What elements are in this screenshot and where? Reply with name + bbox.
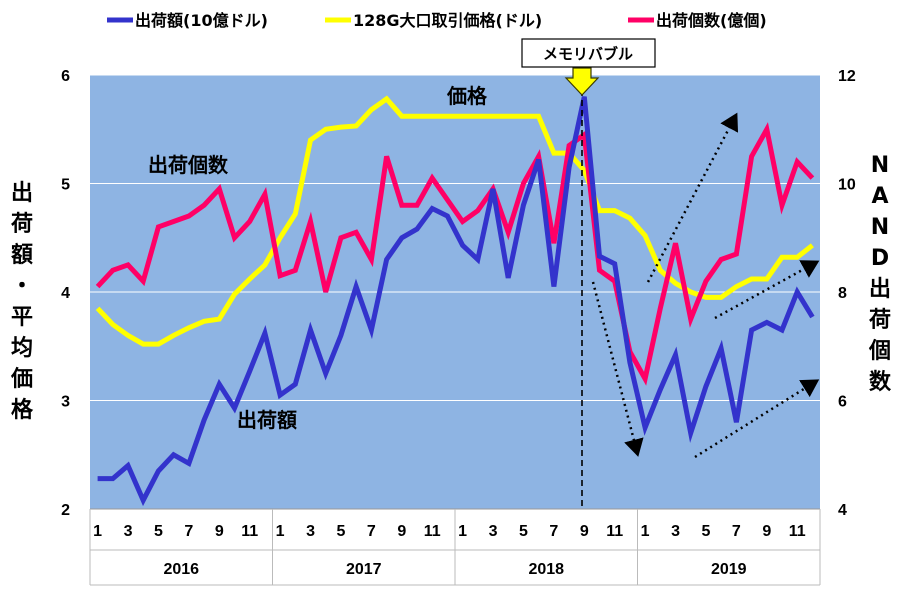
left-axis-label-char: 価 <box>10 367 33 392</box>
year-label: 2019 <box>711 561 747 578</box>
month-tick-label: 7 <box>184 523 193 540</box>
right-axis-label-char: N <box>871 215 889 240</box>
right-axis-label-char: 数 <box>869 369 892 395</box>
left-tick-label: 4 <box>61 285 70 302</box>
month-tick-label: 3 <box>489 523 498 540</box>
bubble-arrow-icon <box>564 67 600 96</box>
month-tick-label: 1 <box>276 523 285 540</box>
right-tick-label: 4 <box>838 502 847 519</box>
month-tick-label: 1 <box>93 523 102 540</box>
month-tick-label: 7 <box>367 523 376 540</box>
trend-arrow-units <box>646 112 739 283</box>
month-tick-label: 5 <box>336 523 345 540</box>
month-tick-label: 1 <box>641 523 650 540</box>
right-axis-label-char: 荷 <box>869 308 891 333</box>
left-axis-label-char: 均 <box>11 335 33 361</box>
year-label: 2016 <box>163 561 199 578</box>
left-axis-label-char: 荷 <box>11 212 33 237</box>
month-tick-label: 11 <box>241 523 258 540</box>
legend-label-shipments: 出荷額(10億ドル) <box>135 11 268 30</box>
month-tick-label: 9 <box>580 523 589 540</box>
month-tick-label: 3 <box>124 523 133 540</box>
month-tick-label: 1 <box>458 523 467 540</box>
series-layer <box>95 95 815 507</box>
right-tick-label: 12 <box>838 68 856 85</box>
left-tick-label: 5 <box>61 177 70 194</box>
units-annotation: 出荷個数 <box>148 153 229 177</box>
right-axis-label-char: N <box>871 153 889 178</box>
left-axis-label-char: 格 <box>11 397 34 423</box>
left-tick-label: 3 <box>61 394 70 411</box>
month-tick-label: 3 <box>306 523 315 540</box>
shipments-annotation: 出荷額 <box>237 408 297 432</box>
right-tick-label: 8 <box>838 285 847 302</box>
right-axis-label-char: 個 <box>868 339 891 364</box>
trend-arrow-price <box>714 260 820 320</box>
month-tick-label: 9 <box>762 523 771 540</box>
month-tick-label: 7 <box>549 523 558 540</box>
legend-label-price: 128G大口取引価格(ドル) <box>353 11 542 30</box>
series-line-shipments <box>97 96 815 507</box>
year-label: 2018 <box>528 561 564 578</box>
month-tick-label: 3 <box>671 523 680 540</box>
left-axis-label-char: 額 <box>11 242 33 268</box>
series-line-units <box>95 122 815 386</box>
left-tick-label: 2 <box>61 502 70 519</box>
right-tick-label: 6 <box>838 394 847 411</box>
left-axis-label-char: ・ <box>11 274 33 299</box>
year-label: 2017 <box>346 561 382 578</box>
left-axis-label-char: 平 <box>11 305 33 330</box>
right-axis-label-char: 出 <box>869 277 891 302</box>
legend: 出荷額(10億ドル) 128G大口取引価格(ドル) 出荷個数(億個) <box>107 11 767 30</box>
series-line-price <box>95 95 814 347</box>
right-axis-label-char: A <box>871 184 888 209</box>
month-tick-label: 11 <box>424 523 441 540</box>
bubble-label-box <box>521 38 656 68</box>
month-tick-label: 11 <box>789 523 806 540</box>
month-tick-label: 5 <box>701 523 710 540</box>
month-tick-label: 11 <box>606 523 623 540</box>
month-tick-label: 5 <box>519 523 528 540</box>
left-axis-label-char: 出 <box>11 181 33 206</box>
left-axis-ticks: 2 3 4 5 6 <box>61 68 70 519</box>
bubble-label: メモリバブル <box>543 45 633 63</box>
price-annotation: 価格 <box>446 84 488 108</box>
month-tick-label: 9 <box>397 523 406 540</box>
month-tick-label: 7 <box>732 523 741 540</box>
right-axis-label-char: D <box>871 246 889 271</box>
month-tick-label: 9 <box>215 523 224 540</box>
right-axis-ticks: 4 6 8 10 12 <box>838 68 856 519</box>
month-tick-label: 5 <box>154 523 163 540</box>
legend-label-units: 出荷個数(億個) <box>656 11 767 30</box>
right-tick-label: 10 <box>838 177 856 194</box>
left-tick-label: 6 <box>61 68 70 85</box>
